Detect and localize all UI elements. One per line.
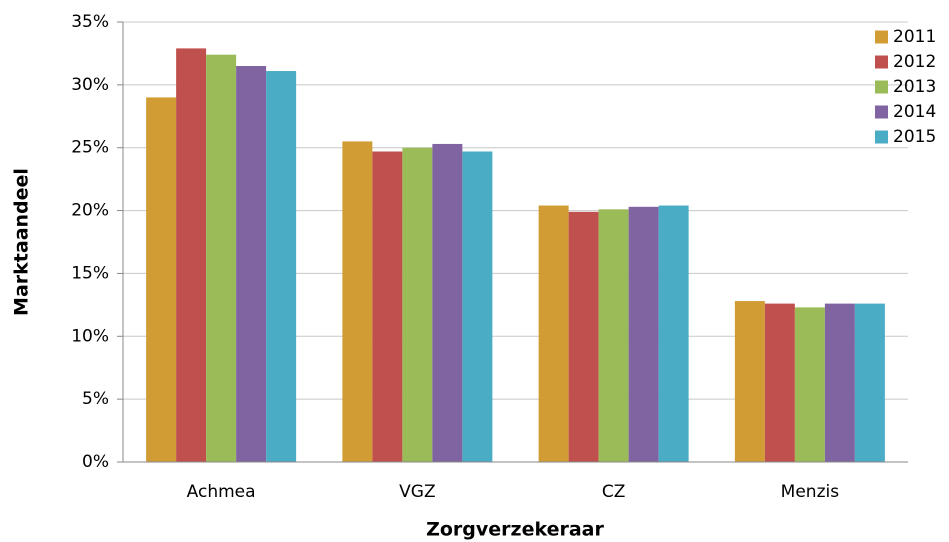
bar bbox=[764, 303, 795, 462]
bar bbox=[146, 97, 177, 462]
y-tick-label: 25% bbox=[71, 138, 109, 158]
legend-swatch bbox=[875, 80, 888, 94]
y-tick-label: 20% bbox=[71, 201, 109, 221]
bar bbox=[794, 307, 825, 462]
bar bbox=[402, 147, 433, 462]
x-tick-label: Achmea bbox=[187, 482, 256, 502]
legend-swatch bbox=[875, 105, 888, 119]
y-tick-label: 35% bbox=[71, 12, 109, 32]
legend-label: 2014 bbox=[893, 102, 936, 122]
legend-swatch bbox=[875, 130, 888, 144]
bar bbox=[206, 54, 237, 462]
legend-label: 2013 bbox=[893, 77, 936, 97]
bar bbox=[176, 48, 207, 463]
y-tick-label: 15% bbox=[71, 263, 109, 283]
y-tick-label: 0% bbox=[82, 452, 109, 472]
legend-swatch bbox=[875, 30, 888, 44]
bar bbox=[266, 71, 297, 463]
bar bbox=[372, 151, 403, 462]
bar bbox=[854, 303, 885, 462]
bar bbox=[598, 209, 629, 462]
legend-label: 2011 bbox=[893, 27, 936, 47]
x-tick-label: CZ bbox=[602, 482, 626, 502]
y-tick-label: 30% bbox=[71, 75, 109, 95]
x-axis-title: Zorgverzekeraar bbox=[426, 519, 604, 541]
legend-swatch bbox=[875, 55, 888, 69]
bar bbox=[236, 66, 267, 462]
bar bbox=[568, 211, 599, 462]
y-tick-label: 10% bbox=[71, 326, 109, 346]
bar bbox=[462, 151, 493, 462]
bar bbox=[342, 141, 373, 462]
legend-label: 2015 bbox=[893, 127, 936, 147]
bar bbox=[538, 205, 569, 463]
y-axis-title: Marktaandeel bbox=[11, 168, 33, 316]
bar bbox=[824, 303, 855, 462]
x-tick-label: Menzis bbox=[781, 482, 840, 502]
bar bbox=[658, 205, 689, 463]
bar bbox=[734, 301, 765, 462]
x-tick-label: VGZ bbox=[399, 482, 435, 502]
bar bbox=[432, 143, 463, 462]
y-tick-label: 5% bbox=[82, 389, 109, 409]
bar bbox=[628, 206, 659, 462]
legend-label: 2012 bbox=[893, 52, 936, 72]
